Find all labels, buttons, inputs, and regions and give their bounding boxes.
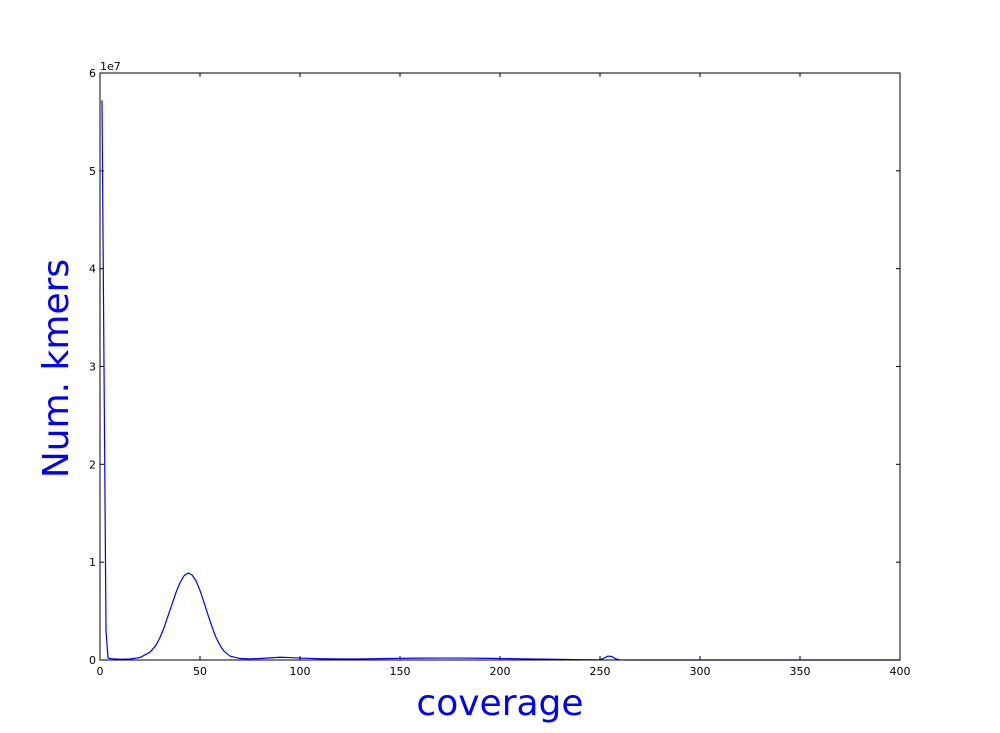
x-tick-label: 300 xyxy=(690,665,711,678)
x-tick-label: 200 xyxy=(490,665,511,678)
y-tick-label: 6 xyxy=(89,67,96,80)
y-axis-label: Num. kmers xyxy=(36,259,77,478)
data-line xyxy=(101,100,900,661)
x-tick-label: 100 xyxy=(290,665,311,678)
x-tick-label: 250 xyxy=(590,665,611,678)
y-tick-label: 5 xyxy=(89,165,96,178)
y-tick-label: 3 xyxy=(89,361,96,374)
x-axis-label: coverage xyxy=(416,683,583,724)
x-tick-label: 350 xyxy=(790,665,811,678)
y-offset-label: 1e7 xyxy=(100,60,121,73)
y-tick-label: 1 xyxy=(89,556,96,569)
y-tick-label: 4 xyxy=(89,263,96,276)
axis-ticks: 0 50 100 150 200 250 300 350 400 0 1 2 3 4 5 6 xyxy=(89,67,911,678)
plot-frame xyxy=(99,72,901,661)
x-tick-label: 150 xyxy=(390,665,411,678)
x-tick-label: 400 xyxy=(890,665,911,678)
y-tick-label: 2 xyxy=(89,458,96,471)
x-tick-label: 0 xyxy=(97,665,104,678)
x-tick-label: 50 xyxy=(193,665,207,678)
y-tick-label: 0 xyxy=(89,654,96,667)
